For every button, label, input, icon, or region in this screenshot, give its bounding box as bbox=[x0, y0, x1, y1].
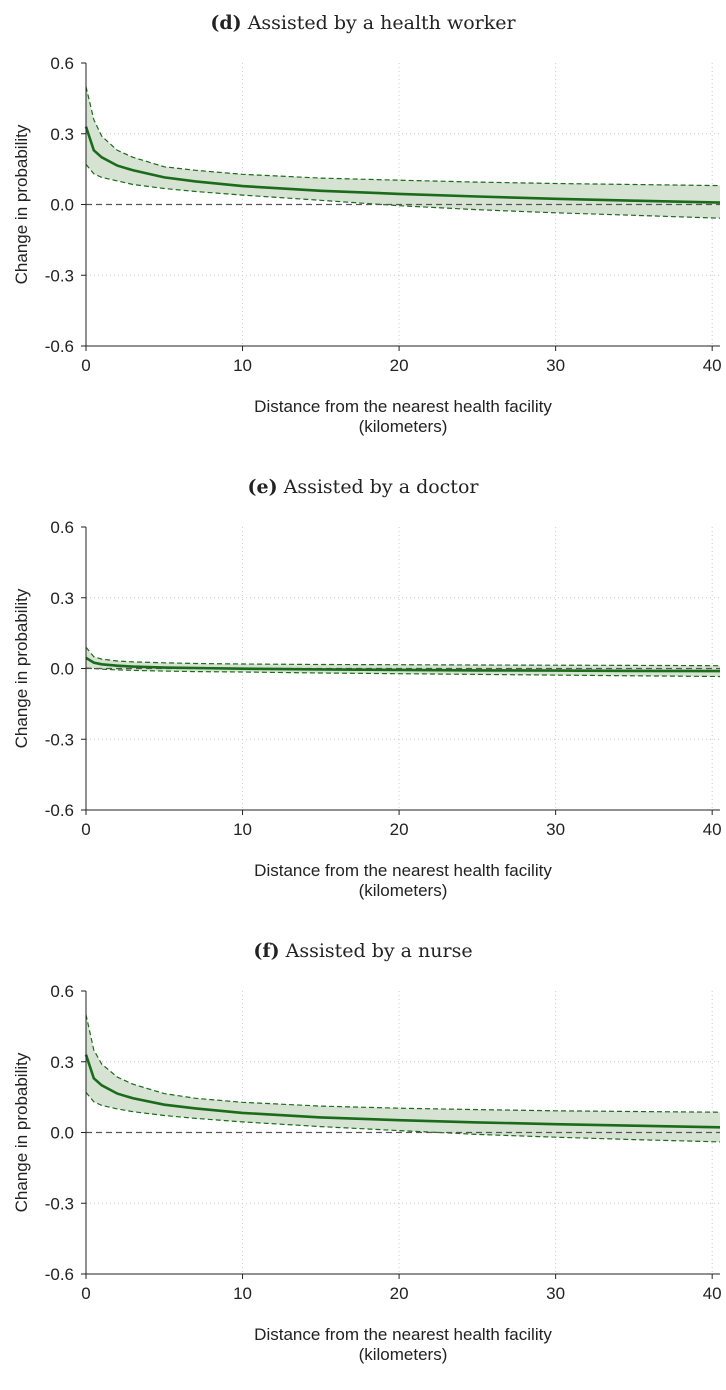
confidence-band bbox=[86, 86, 720, 219]
chart-title-label: (e) bbox=[248, 476, 278, 498]
chart-title-text: Assisted by a health worker bbox=[242, 12, 517, 34]
x-axis-label: Distance from the nearest health facilit… bbox=[254, 397, 552, 416]
y-tick-label: -0.3 bbox=[45, 1194, 74, 1213]
x-axis-label: Distance from the nearest health facilit… bbox=[254, 1325, 552, 1344]
chart-title-text: Assisted by a nurse bbox=[280, 940, 473, 962]
chart-svg: (e) Assisted by a doctor 0 10 20 30 40 0.6 0.3 0… bbox=[12, 476, 722, 900]
chart-title: (e) Assisted by a doctor bbox=[248, 476, 480, 498]
y-tick-label: -0.6 bbox=[45, 801, 74, 820]
y-tick-label: 0.6 bbox=[50, 982, 74, 1001]
chart-panel-f: (f) Assisted by a nurse 0 10 20 30 40 0.6 0.3 0.… bbox=[0, 928, 726, 1390]
x-axis-label-units: (kilometers) bbox=[359, 881, 448, 900]
x-tick-label: 10 bbox=[233, 1284, 252, 1303]
estimate-line bbox=[84, 1054, 721, 1129]
y-tick-label: 0.6 bbox=[50, 518, 74, 537]
x-axis-label-units: (kilometers) bbox=[359, 1345, 448, 1364]
upper-bound-line bbox=[85, 646, 721, 667]
x-axis-label: Distance from the nearest health facilit… bbox=[254, 861, 552, 880]
x-tick-label: 20 bbox=[390, 1284, 409, 1303]
y-tick-label: 0.6 bbox=[50, 54, 74, 73]
upper-bound-line bbox=[85, 86, 721, 187]
chart-panel-d: (d) Assisted by a health worker 0 10 20 30 40… bbox=[0, 0, 726, 462]
y-tick-label: 0.0 bbox=[50, 1124, 74, 1143]
x-tick-label: 20 bbox=[390, 820, 409, 839]
chart-title-label: (f) bbox=[253, 940, 279, 962]
x-tick-label: 0 bbox=[81, 356, 90, 375]
y-tick-label: 0.3 bbox=[50, 1053, 74, 1072]
y-tick-label: -0.6 bbox=[45, 337, 74, 356]
x-tick-label: 10 bbox=[233, 820, 252, 839]
x-tick-label: 40 bbox=[703, 1284, 722, 1303]
x-tick-label: 30 bbox=[546, 820, 565, 839]
y-tick-label: 0.0 bbox=[50, 660, 74, 679]
x-tick-label: 40 bbox=[703, 356, 722, 375]
chart-title: (f) Assisted by a nurse bbox=[253, 940, 472, 962]
y-tick-label: -0.3 bbox=[45, 730, 74, 749]
chart-svg: (f) Assisted by a nurse 0 10 20 30 40 0.6 0.3 0.… bbox=[12, 940, 722, 1364]
y-axis-label: Change in probability bbox=[12, 124, 31, 284]
y-axis-label: Change in probability bbox=[12, 1052, 31, 1212]
chart-panel-e: (e) Assisted by a doctor 0 10 20 30 40 0.6 0.3 0… bbox=[0, 464, 726, 926]
lower-bound-line bbox=[85, 667, 721, 678]
confidence-band bbox=[86, 1014, 720, 1142]
y-tick-label: 0.0 bbox=[50, 196, 74, 215]
x-axis-label-units: (kilometers) bbox=[359, 417, 448, 436]
y-tick-label: -0.3 bbox=[45, 266, 74, 285]
x-tick-label: 10 bbox=[233, 356, 252, 375]
upper-bound-line bbox=[85, 1014, 721, 1113]
chart-title-text: Assisted by a doctor bbox=[278, 476, 480, 498]
x-tick-label: 0 bbox=[81, 1284, 90, 1303]
lower-bound-line bbox=[85, 164, 721, 219]
x-tick-label: 20 bbox=[390, 356, 409, 375]
y-tick-label: 0.3 bbox=[50, 125, 74, 144]
x-tick-label: 40 bbox=[703, 820, 722, 839]
lower-bound-line bbox=[85, 1092, 721, 1143]
y-axis-label: Change in probability bbox=[12, 588, 31, 748]
y-tick-label: -0.6 bbox=[45, 1265, 74, 1284]
estimate-line bbox=[84, 126, 721, 204]
x-tick-label: 30 bbox=[546, 1284, 565, 1303]
y-tick-label: 0.3 bbox=[50, 589, 74, 608]
x-tick-label: 0 bbox=[81, 820, 90, 839]
chart-title-label: (d) bbox=[210, 12, 241, 34]
chart-svg: (d) Assisted by a health worker 0 10 20 30 40… bbox=[12, 12, 722, 436]
chart-title: (d) Assisted by a health worker bbox=[210, 12, 516, 34]
x-tick-label: 30 bbox=[546, 356, 565, 375]
estimate-line bbox=[85, 656, 721, 673]
